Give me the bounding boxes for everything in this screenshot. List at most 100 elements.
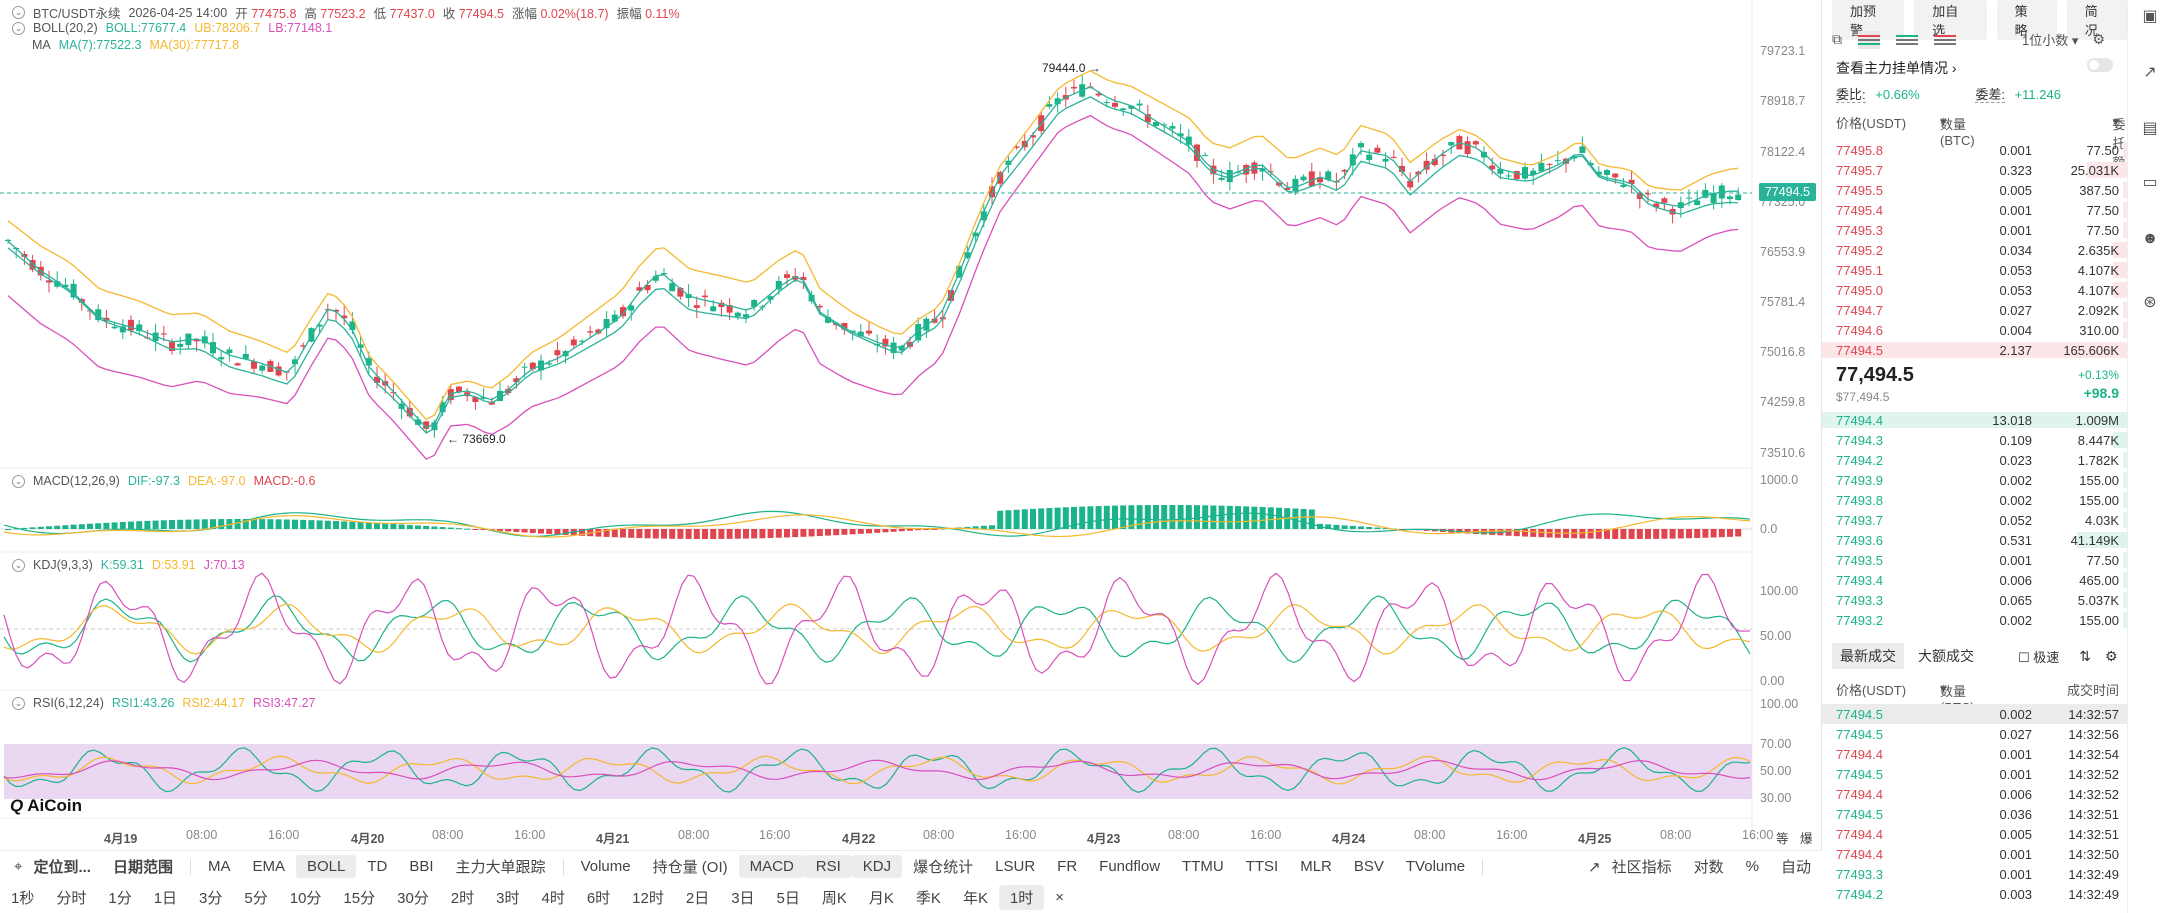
interval-item[interactable]: 10分 — [289, 890, 322, 907]
book-row[interactable]: 77493.6 0.531 41.149K — [1822, 530, 2127, 550]
toolbar-item[interactable]: Fundflow — [1099, 858, 1161, 875]
trade-row[interactable]: 77494.4 0.001 14:32:50 — [1822, 844, 2127, 864]
toolbar-item[interactable]: Volume — [580, 858, 631, 875]
trade-row[interactable]: 77494.5 0.001 14:32:52 — [1822, 764, 2127, 784]
book-row[interactable]: 77495.3 0.001 77.50 — [1822, 220, 2127, 240]
community-icon[interactable]: ↗ — [1588, 858, 1601, 876]
locate-icon[interactable]: ⌖ — [14, 858, 23, 875]
main-force-toggle[interactable] — [2087, 58, 2113, 72]
book-row[interactable]: 77493.2 0.002 155.00 — [1822, 610, 2127, 630]
collapse-toggle-icon[interactable]: ⌄ — [12, 558, 25, 572]
book-row[interactable]: 77493.5 0.001 77.50 — [1822, 550, 2127, 570]
exchange-icon[interactable]: ⊛ — [2143, 294, 2157, 311]
toolbar-item[interactable]: TTSI — [1245, 858, 1279, 875]
interval-item[interactable]: 5日 — [776, 890, 800, 907]
settings-icon[interactable]: ⚙ — [2092, 31, 2105, 47]
interval-item[interactable]: 12时 — [632, 890, 664, 907]
interval-item[interactable]: 3时 — [496, 890, 520, 907]
interval-item[interactable]: 6时 — [586, 890, 611, 907]
interval-item[interactable]: 周K — [821, 890, 847, 907]
toolbar-item[interactable]: % — [1745, 858, 1759, 875]
candlestick-chart[interactable] — [0, 0, 1822, 850]
book-row[interactable]: 77493.7 0.052 4.03K — [1822, 510, 2127, 530]
toolbar-item[interactable]: 自动 — [1780, 859, 1811, 876]
book-row[interactable]: 77494.4 13.018 1.009M — [1822, 410, 2127, 430]
book-asks-icon[interactable] — [1934, 31, 1956, 49]
main-force-link[interactable]: 查看主力挂单情况 › — [1836, 60, 1957, 76]
fast-checkbox[interactable]: ☐ 极速 — [2018, 649, 2060, 665]
book-both-icon[interactable] — [1858, 30, 1880, 49]
interval-item[interactable]: 1秒 — [11, 890, 35, 907]
trade-row[interactable]: 77494.4 0.006 14:32:52 — [1822, 784, 2127, 804]
depth-select[interactable]: 1位小数 ▾ — [2022, 33, 2079, 48]
trend-icon[interactable]: ↗ — [2143, 64, 2157, 81]
toolbar-item[interactable]: BOLL — [296, 855, 357, 878]
toolbar-item[interactable]: BSV — [1353, 858, 1384, 875]
collapse-toggle-icon[interactable]: ⌄ — [12, 6, 25, 19]
toolbar-item[interactable]: TTMU — [1182, 858, 1224, 875]
tab-large-trades[interactable]: 大额成交 — [1918, 648, 1974, 664]
toolbar-item[interactable]: TVolume — [1405, 858, 1466, 875]
toolbar-item[interactable]: RSI — [804, 855, 852, 878]
trade-row[interactable]: 77494.4 0.005 14:32:51 — [1822, 824, 2127, 844]
interval-item[interactable]: 5分 — [244, 890, 268, 907]
interval-item[interactable]: 分时 — [56, 890, 87, 907]
chart-area[interactable]: ⌄ BTC/USDT永续 2026-04-25 14:00 开 77475.8 … — [0, 0, 1822, 850]
toolbar-item[interactable]: MACD — [738, 855, 805, 878]
book-row[interactable]: 77495.5 0.005 387.50 — [1822, 180, 2127, 200]
interval-item[interactable]: 年K — [962, 890, 988, 907]
trade-row[interactable]: 77493.3 0.001 14:32:49 — [1822, 864, 2127, 884]
collapse-toggle-icon[interactable]: ⌄ — [12, 21, 25, 35]
toolbar-item[interactable]: 定位到... — [33, 859, 91, 876]
interval-item[interactable]: 1时 — [998, 885, 1045, 910]
trade-row[interactable]: 77494.5 0.027 14:32:56 — [1822, 724, 2127, 744]
trade-row[interactable]: 77494.4 0.001 14:32:54 — [1822, 744, 2127, 764]
book-row[interactable]: 77495.8 0.001 77.50 — [1822, 140, 2127, 160]
toolbar-item[interactable]: EMA — [252, 858, 285, 875]
tab-latest-trades[interactable]: 最新成交 — [1832, 643, 1904, 669]
interval-item[interactable]: 15分 — [343, 890, 376, 907]
axis-corner-label[interactable]: 爆 — [1800, 832, 1813, 846]
interval-item[interactable]: 3日 — [731, 890, 755, 907]
interval-item[interactable]: × — [1055, 889, 1065, 906]
toolbar-item[interactable]: 社区指标 — [1611, 859, 1672, 876]
trade-row[interactable]: 77494.5 0.036 14:32:51 — [1822, 804, 2127, 824]
book-row[interactable]: 77495.0 0.053 4.107K — [1822, 280, 2127, 300]
interval-item[interactable]: 30分 — [397, 890, 429, 907]
book-row[interactable]: 77493.9 0.002 155.00 — [1822, 470, 2127, 490]
book-row[interactable]: 77494.2 0.023 1.782K — [1822, 450, 2127, 470]
trade-row[interactable]: 77494.2 0.003 14:32:49 — [1822, 884, 2127, 904]
card-icon[interactable]: ▭ — [2142, 174, 2158, 191]
toolbar-item[interactable]: KDJ — [851, 855, 903, 878]
interval-item[interactable]: 2日 — [685, 890, 710, 907]
toolbar-item[interactable]: 对数 — [1693, 859, 1724, 876]
copy-icon[interactable]: ⧉ — [1832, 31, 1842, 47]
book-row[interactable]: 77494.3 0.109 8.447K — [1822, 430, 2127, 450]
collapse-toggle-icon[interactable]: ⌄ — [12, 696, 25, 710]
toolbar-item[interactable]: MA — [207, 858, 231, 875]
book-row[interactable]: 77494.6 0.004 310.00 — [1822, 320, 2127, 340]
panel-top-button[interactable]: 策略 — [1996, 0, 2057, 40]
axis-corner-label[interactable]: 等 — [1776, 832, 1789, 846]
toolbar-item[interactable]: LSUR — [995, 858, 1036, 875]
toolbar-item[interactable]: MLR — [1300, 858, 1332, 875]
book-row[interactable]: 77494.7 0.027 2.092K — [1822, 300, 2127, 320]
book-row[interactable]: 77494.5 2.137 165.606K — [1822, 340, 2127, 360]
interval-item[interactable]: 1日 — [153, 890, 178, 907]
collapse-toggle-icon[interactable]: ⌄ — [12, 474, 25, 488]
settings-icon[interactable]: ⚙ — [2105, 647, 2118, 664]
toolbar-item[interactable]: 持仓量 (OI) — [652, 859, 728, 876]
toolbar-item[interactable]: 主力大单跟踪 — [455, 859, 546, 876]
toolbar-item[interactable]: 日期范围 — [112, 859, 173, 876]
chart-icon[interactable]: ▤ — [2142, 120, 2158, 137]
filter-icon[interactable]: ⇅ — [2079, 647, 2092, 664]
book-row[interactable]: 77495.1 0.053 4.107K — [1822, 260, 2127, 280]
book-row[interactable]: 77495.4 0.001 77.50 — [1822, 200, 2127, 220]
wallet-icon[interactable]: ▣ — [2142, 8, 2158, 25]
book-row[interactable]: 77493.4 0.006 465.00 — [1822, 570, 2127, 590]
interval-item[interactable]: 季K — [915, 890, 941, 907]
interval-item[interactable]: 1分 — [108, 890, 132, 907]
interval-item[interactable]: 月K — [868, 890, 894, 907]
book-bids-icon[interactable] — [1896, 31, 1918, 49]
book-row[interactable]: 77493.8 0.002 155.00 — [1822, 490, 2127, 510]
